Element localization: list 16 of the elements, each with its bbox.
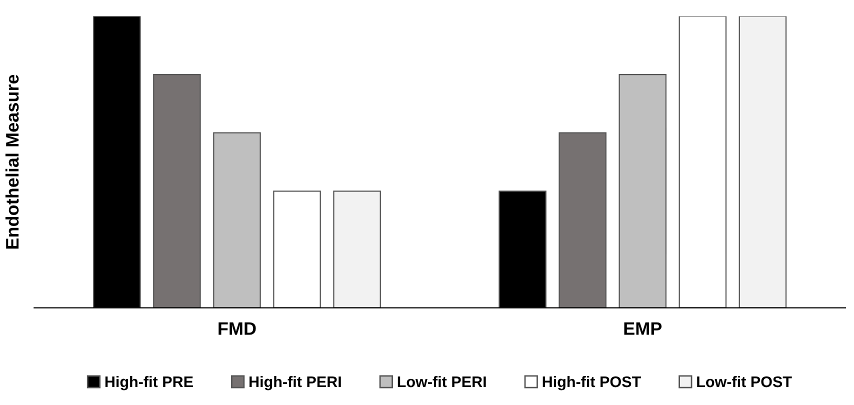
y-axis-title: Endothelial Measure bbox=[5, 74, 19, 249]
bar bbox=[558, 132, 606, 308]
bar bbox=[333, 190, 381, 308]
bar bbox=[213, 132, 261, 308]
bar bbox=[738, 16, 787, 308]
legend-label: Low-fit POST bbox=[697, 376, 792, 388]
legend-label: High-fit PRE bbox=[105, 376, 193, 390]
bar bbox=[273, 190, 321, 308]
legend-label: High-fit POST bbox=[542, 376, 641, 390]
x-tick-label: EMP bbox=[624, 322, 662, 335]
legend-label: Low-fit PERI bbox=[398, 376, 486, 388]
bar bbox=[678, 16, 727, 308]
x-tick-label: FMD bbox=[218, 322, 256, 335]
legend-label: High-fit PERI bbox=[250, 376, 341, 390]
bar bbox=[618, 74, 667, 308]
bar bbox=[153, 74, 201, 308]
